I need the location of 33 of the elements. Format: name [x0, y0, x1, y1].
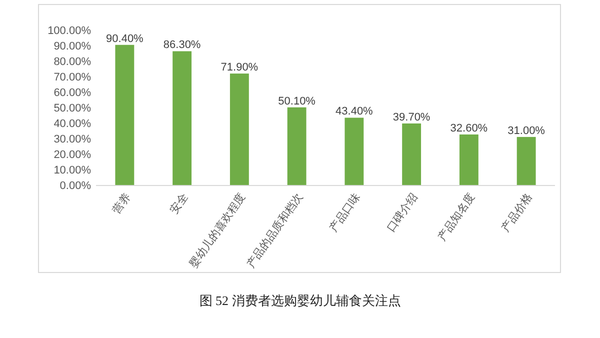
- y-tick-label: 10.00%: [54, 164, 92, 176]
- x-tick-label: 营养: [110, 190, 134, 216]
- bar: [115, 44, 134, 185]
- y-tick-label: 100.00%: [48, 25, 92, 37]
- y-tick-label: 0.00%: [60, 180, 92, 192]
- bar: [459, 134, 478, 185]
- y-tick-label: 50.00%: [54, 102, 92, 114]
- data-label: 43.40%: [336, 106, 374, 118]
- data-label: 86.30%: [163, 39, 201, 52]
- y-tick-label: 70.00%: [54, 72, 92, 84]
- text: 图 52 消费者选购婴幼儿辅食关注点: [199, 293, 401, 308]
- x-tick-label: 口碑介绍: [385, 191, 420, 234]
- x-tick-label: 产品价格: [498, 190, 535, 234]
- data-label: 39.70%: [392, 111, 430, 124]
- y-tick-label: 90.00%: [54, 40, 92, 52]
- y-tick-label: 30.00%: [54, 134, 92, 146]
- data-label: 32.60%: [450, 122, 488, 134]
- data-label: 31.00%: [508, 124, 546, 137]
- bar: [344, 118, 364, 185]
- y-tick-label: 80.00%: [54, 56, 92, 68]
- y-tick-label: 40.00%: [54, 118, 92, 130]
- data-label: 90.40%: [106, 32, 144, 45]
- data-label: 50.10%: [278, 95, 316, 108]
- y-tick-label: 20.00%: [54, 149, 92, 161]
- x-tick-label: 产品知名度: [435, 190, 478, 244]
- bar: [172, 51, 192, 185]
- bar: [230, 74, 249, 185]
- data-label: 71.90%: [220, 62, 258, 74]
- x-tick-label: 产品口味: [326, 190, 363, 234]
- y-tick-label: 60.00%: [54, 87, 92, 99]
- bar: [287, 107, 306, 185]
- bar: [402, 123, 422, 185]
- bar: [516, 136, 536, 185]
